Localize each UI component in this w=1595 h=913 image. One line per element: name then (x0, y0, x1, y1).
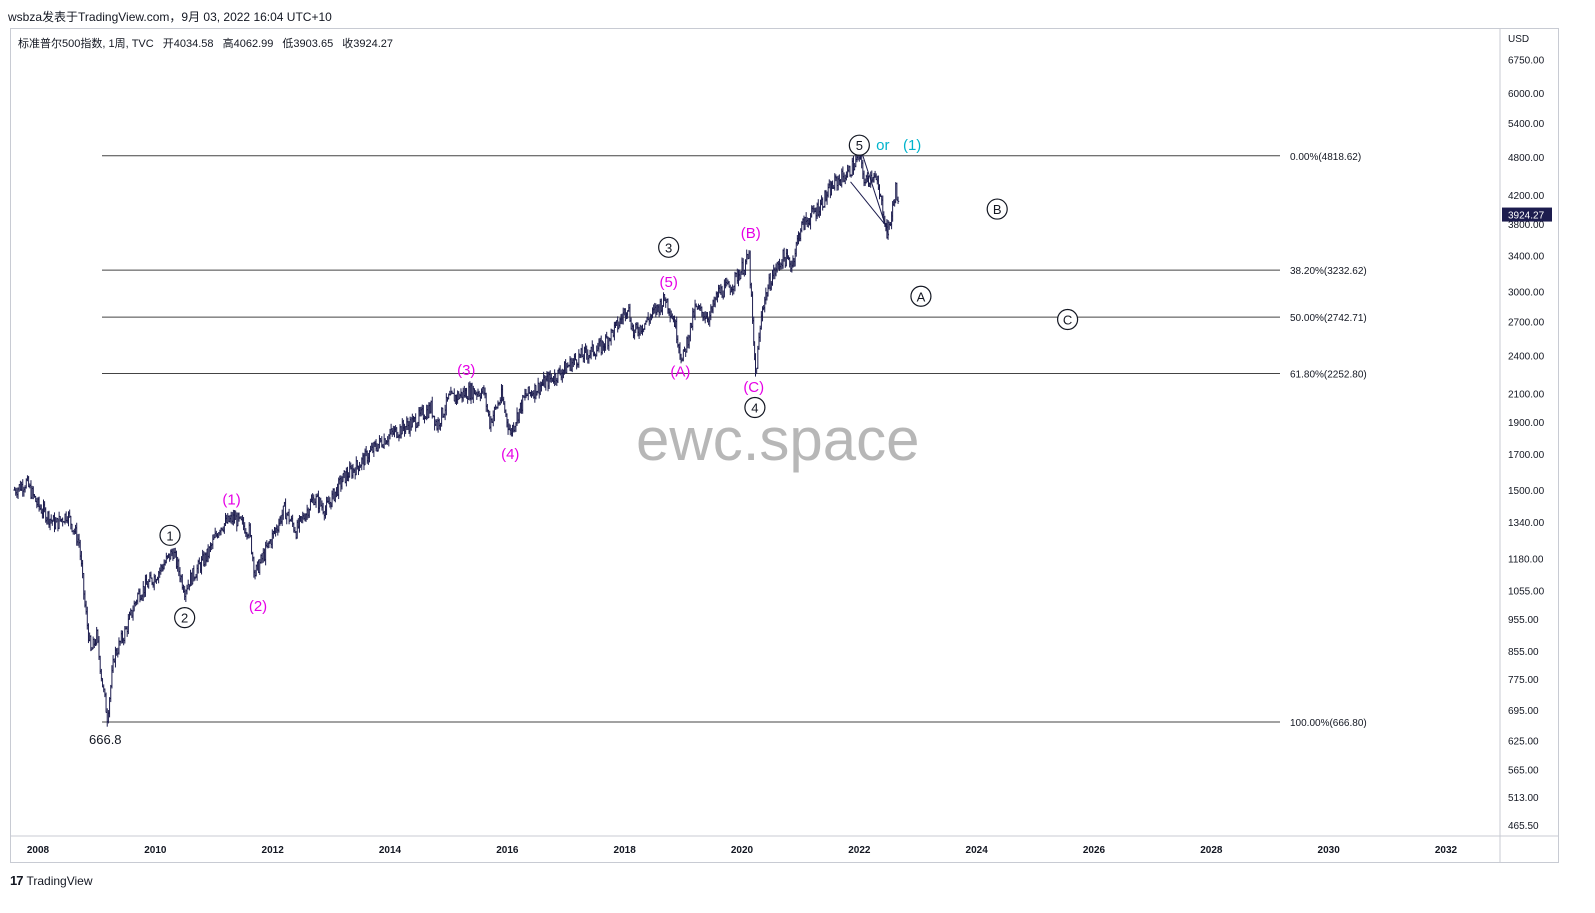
wave-label: (1) (903, 137, 921, 154)
y-tick-label: 3400.00 (1508, 252, 1545, 263)
y-tick-label: 465.50 (1508, 821, 1539, 832)
x-tick-label: 2018 (614, 845, 637, 856)
y-tick-label: 1340.00 (1508, 518, 1545, 529)
x-tick-label: 2024 (966, 845, 989, 856)
x-tick-label: 2028 (1200, 845, 1223, 856)
wave-label-circle (848, 134, 870, 156)
wave-label: A (917, 289, 926, 304)
wave-label: (2) (249, 598, 267, 615)
fib-level-label: 61.80%(2252.80) (1290, 369, 1367, 380)
wave-label: 2 (181, 611, 188, 626)
wave-label-circle (910, 285, 932, 307)
y-tick-label: 695.00 (1508, 706, 1539, 717)
wave-label: 4 (751, 401, 758, 416)
wave-label-circle (986, 198, 1008, 220)
x-tick-label: 2012 (262, 845, 285, 856)
currency-label: USD (1508, 34, 1529, 45)
wave-label-circle (174, 607, 196, 629)
current-price-tag (1502, 207, 1552, 222)
wave-label: (3) (457, 362, 475, 379)
x-tick-label: 2014 (379, 845, 402, 856)
x-tick-label: 2008 (27, 845, 50, 856)
x-tick-label: 2030 (1318, 845, 1341, 856)
x-tick-label: 2016 (496, 845, 519, 856)
y-tick-label: 1700.00 (1508, 450, 1545, 461)
y-tick-label: 6000.00 (1508, 89, 1545, 100)
tradingview-logo-icon: 17 (10, 873, 24, 888)
wave-label: (1) (222, 492, 240, 509)
open-label: 开 (162, 38, 174, 50)
wave-label: C (1063, 312, 1072, 327)
chart-frame (10, 28, 1559, 863)
x-tick-label: 2026 (1083, 845, 1106, 856)
tradingview-footer[interactable]: 17 TradingView (10, 873, 93, 888)
axes-group (10, 28, 1559, 862)
wave-label: (C) (743, 379, 764, 396)
wave-label: B (993, 202, 1002, 217)
y-tick-label: 2400.00 (1508, 351, 1545, 362)
wave-label: 1 (166, 528, 173, 543)
wave-label: or (876, 137, 889, 154)
y-tick-label: 3800.00 (1508, 220, 1545, 231)
y-tick-label: 855.00 (1508, 647, 1539, 658)
high-label: 高 (222, 38, 234, 50)
current-price-label: 3924.27 (1508, 211, 1545, 222)
y-tick-label: 5400.00 (1508, 119, 1545, 130)
wave-label-circle (159, 524, 181, 546)
wave-label-circle (658, 236, 680, 258)
wave-label: (A) (670, 363, 690, 380)
low-price-label: 666.8 (89, 732, 122, 747)
y-tick-label: 625.00 (1508, 737, 1539, 748)
close-value: 3924.27 (353, 38, 394, 50)
y-tick-label: 1180.00 (1508, 555, 1544, 566)
fib-level-label: 100.00%(666.80) (1290, 718, 1367, 729)
wave-label: 5 (856, 138, 863, 153)
watermark: ewc.space (636, 406, 920, 473)
x-tick-label: 2020 (731, 845, 754, 856)
y-tick-label: 2700.00 (1508, 318, 1545, 329)
y-tick-label: 565.00 (1508, 765, 1539, 776)
fib-level-label: 50.00%(2742.71) (1290, 313, 1367, 324)
wave-label: (4) (501, 446, 519, 463)
wave-label-circle (744, 396, 766, 419)
y-tick-label: 775.00 (1508, 675, 1539, 686)
wave-label-circle (1056, 308, 1079, 331)
attribution-text: wsbza发表于TradingView.com，9月 03, 2022 16:0… (8, 10, 332, 24)
fib-level-label: 0.00%(4818.62) (1290, 152, 1361, 163)
close-label: 收 (342, 38, 354, 50)
x-tick-label: 2032 (1435, 845, 1458, 856)
high-value: 4062.99 (233, 38, 274, 50)
y-tick-label: 955.00 (1508, 615, 1539, 626)
y-tick-label: 2100.00 (1508, 390, 1545, 401)
price-series (13, 150, 900, 727)
wave-label: (5) (659, 274, 677, 291)
x-tick-label: 2010 (144, 845, 167, 856)
tradingview-logo-text: TradingView (26, 873, 93, 888)
symbol-legend: 标准普尔500指数, 1周, TVC 开4034.58 高4062.99 低39… (18, 35, 393, 51)
fib-level-label: 38.20%(3232.62) (1290, 266, 1367, 277)
fib-levels: 0.00%(4818.62) 38.20%(3232.62) 50.00%(2742… (89, 152, 1367, 747)
wave-label: (B) (741, 225, 761, 242)
drawn-trendline (850, 181, 888, 228)
wave-annotations: 1 2 3 4 5 or (1) (1) (2) (3) (4) (5) (A) (B) (C) B A C (159, 134, 1079, 629)
y-tick-label: 4200.00 (1508, 191, 1545, 202)
open-value: 4034.58 (173, 38, 214, 50)
time-axis: 2008 2010 2012 2014 2016 2018 2020 2022 2024 2026… (27, 845, 1458, 856)
y-tick-label: 1055.00 (1508, 587, 1545, 598)
y-tick-label: 6750.00 (1508, 55, 1545, 66)
y-tick-label: 4800.00 (1508, 153, 1545, 164)
low-value: 3903.65 (293, 38, 334, 50)
y-tick-label: 513.00 (1508, 793, 1539, 804)
x-tick-label: 2022 (848, 845, 871, 856)
wave-label: 3 (665, 240, 672, 255)
drawn-trendline (861, 153, 890, 236)
symbol-name: 标准普尔500指数, 1周, TVC (18, 38, 154, 50)
y-tick-label: 1500.00 (1508, 486, 1545, 497)
price-axis: USD 6750.00 6000.00 5400.00 4800.00 4200.00 38… (1502, 34, 1552, 832)
low-label: 低 (282, 38, 294, 50)
y-tick-label: 1900.00 (1508, 418, 1545, 429)
y-tick-label: 3000.00 (1508, 287, 1545, 298)
